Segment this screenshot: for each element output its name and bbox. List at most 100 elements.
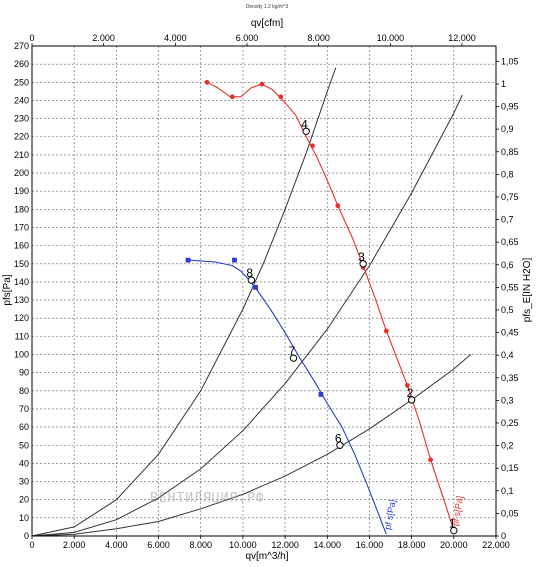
data-point-red [383,328,389,334]
data-point-red [428,457,434,463]
operating-point-label: 2 [407,386,414,400]
x-tick-label-top: 6.000 [236,33,259,43]
operating-point-label: 8 [246,266,253,280]
bottom-axis-title: qv[m^3/h] [245,551,288,562]
data-point-red [310,143,315,149]
operating-point [289,354,298,362]
data-point-red [229,94,235,100]
y-tick-label-left: 70 [19,404,29,414]
x-tick-label-top: 2.000 [92,33,115,43]
operating-point [407,396,416,404]
y-tick-label-left: 50 [19,440,29,450]
operating-point [450,526,458,535]
y-tick-label-left: 120 [14,313,29,323]
y-tick-label-left: 200 [14,168,29,178]
y-tick-label-left: 20 [19,495,29,505]
x-tick-label-bottom: 10.000 [229,540,257,550]
operating-point-label: 6 [335,431,342,445]
x-tick-label-top: 4.000 [164,33,187,43]
data-point-red [259,81,265,87]
y-tick-label-left: 180 [14,204,29,214]
grid-lines [32,46,496,536]
operating-point-label: 7 [289,344,296,358]
y-tick-label-left: 130 [14,295,29,305]
y-tick-label-right: 0,65 [501,237,519,247]
operating-point [247,276,256,284]
operating-point [359,260,367,268]
y-tick-label-right: 0,85 [501,147,519,157]
curves-layer [31,67,472,537]
curve-label: pf s[Pa] [382,499,397,531]
y-tick-label-right: 0,15 [501,463,519,473]
y-tick-label-left: 90 [19,368,29,378]
y-tick-label-left: 80 [19,386,29,396]
y-tick-label-left: 140 [14,277,29,287]
y-tick-label-right: 0,25 [501,418,519,428]
x-tick-label-top: 10.000 [377,33,405,43]
right-axis-title: pfs_E[IN H2O] [522,258,533,323]
operating-point-label: 4 [301,117,308,131]
x-tick-label-top: 0 [29,33,34,43]
data-point-red [278,94,284,100]
system-curve [31,354,472,537]
y-tick-label-right: 0,4 [501,350,514,360]
data-point-red [405,382,410,388]
watermark: ВЕНТИЛЯЦИЯ.РФ [150,491,265,506]
y-tick-label-left: 210 [14,150,29,160]
x-tick-label-top: 12.000 [448,33,476,43]
y-tick-label-right: 0,5 [501,305,514,315]
y-tick-label-left: 100 [14,350,29,360]
y-tick-label-right: 0,55 [501,282,519,292]
plot-frame [31,45,497,537]
data-point-red [204,79,210,85]
y-tick-label-left: 270 [14,41,29,51]
y-tick-label-right: 0,6 [501,260,514,270]
y-tick-label-left: 10 [19,513,29,523]
x-tick-label-bottom: 16.000 [356,540,384,550]
x-tick-label-bottom: 18.000 [398,540,426,550]
axis-ticks: 0102030405060708090100110120130140150160… [14,33,519,550]
density-note: Density 1.2 kg/m^3 [246,4,289,10]
y-tick-label-left: 230 [14,114,29,124]
y-tick-label-right: 0,75 [501,192,519,202]
y-tick-label-left: 220 [14,132,29,142]
operating-point-label: 1 [449,517,456,531]
data-point-blue [253,284,258,290]
y-tick-label-right: 0,9 [501,124,514,134]
y-tick-label-left: 110 [15,331,29,341]
y-tick-label-right: 0 [501,531,506,541]
y-tick-label-left: 260 [14,59,29,69]
y-tick-label-left: 150 [14,259,29,269]
data-point-blue [232,257,237,263]
y-tick-label-right: 0,7 [501,215,514,225]
y-tick-label-left: 160 [14,241,29,251]
x-tick-label-bottom: 2.000 [63,540,86,550]
y-tick-label-left: 190 [14,186,29,196]
system-curve [31,94,463,537]
x-tick-label-bottom: 6.000 [147,540,170,550]
x-tick-label-bottom: 8.000 [189,540,212,550]
y-tick-label-left: 0 [24,531,29,541]
y-tick-label-right: 1 [501,79,506,89]
data-point-blue [318,392,324,397]
y-tick-label-right: 0,2 [501,441,514,451]
y-tick-label-right: 0,05 [501,508,519,518]
system-curve [31,67,337,537]
top-axis-title: qv[cfm] [251,18,283,29]
x-tick-label-bottom: 0 [29,540,34,550]
y-tick-label-right: 0,1 [501,486,514,496]
y-tick-label-right: 0,35 [501,373,519,383]
data-point-red [335,203,341,209]
y-tick-label-right: 0,95 [501,102,519,112]
y-tick-label-right: 0,45 [501,328,519,338]
y-tick-label-left: 40 [19,458,29,468]
x-tick-label-bottom: 4.000 [105,540,128,550]
operating-point-label: 3 [358,250,365,264]
y-tick-label-left: 250 [14,77,29,87]
fan-curve [188,259,387,535]
x-tick-label-bottom: 12.000 [271,540,299,550]
y-tick-label-right: 0,3 [501,395,514,405]
x-tick-label-bottom: 22.000 [482,540,510,550]
x-tick-label-top: 8.000 [307,33,330,43]
